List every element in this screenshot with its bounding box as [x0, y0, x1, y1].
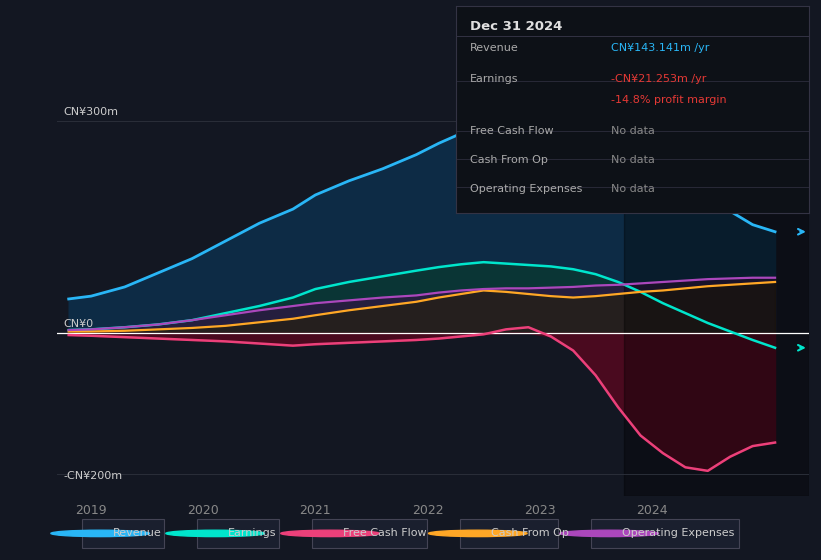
- Text: Revenue: Revenue: [113, 529, 162, 538]
- Text: Free Cash Flow: Free Cash Flow: [343, 529, 427, 538]
- Text: Revenue: Revenue: [470, 43, 519, 53]
- Circle shape: [429, 530, 527, 536]
- Text: Earnings: Earnings: [228, 529, 277, 538]
- Text: Cash From Op: Cash From Op: [491, 529, 569, 538]
- Text: Operating Expenses: Operating Expenses: [622, 529, 735, 538]
- Text: Free Cash Flow: Free Cash Flow: [470, 126, 553, 136]
- Text: CN¥300m: CN¥300m: [63, 107, 118, 117]
- FancyBboxPatch shape: [82, 519, 164, 548]
- FancyBboxPatch shape: [591, 519, 739, 548]
- FancyBboxPatch shape: [460, 519, 558, 548]
- Text: Cash From Op: Cash From Op: [470, 155, 548, 165]
- Circle shape: [51, 530, 149, 536]
- FancyBboxPatch shape: [312, 519, 427, 548]
- Text: -14.8% profit margin: -14.8% profit margin: [611, 95, 727, 105]
- Text: No data: No data: [611, 126, 655, 136]
- Circle shape: [560, 530, 658, 536]
- Text: Earnings: Earnings: [470, 74, 518, 84]
- Circle shape: [166, 530, 264, 536]
- Text: No data: No data: [611, 184, 655, 194]
- Bar: [624, 92, 809, 496]
- Circle shape: [281, 530, 379, 536]
- FancyBboxPatch shape: [197, 519, 279, 548]
- Text: CN¥0: CN¥0: [63, 319, 94, 329]
- Text: No data: No data: [611, 155, 655, 165]
- Text: -CN¥200m: -CN¥200m: [63, 471, 122, 481]
- Text: Operating Expenses: Operating Expenses: [470, 184, 582, 194]
- Text: Dec 31 2024: Dec 31 2024: [470, 20, 562, 33]
- Text: -CN¥21.253m /yr: -CN¥21.253m /yr: [611, 74, 706, 84]
- Text: CN¥143.141m /yr: CN¥143.141m /yr: [611, 43, 709, 53]
